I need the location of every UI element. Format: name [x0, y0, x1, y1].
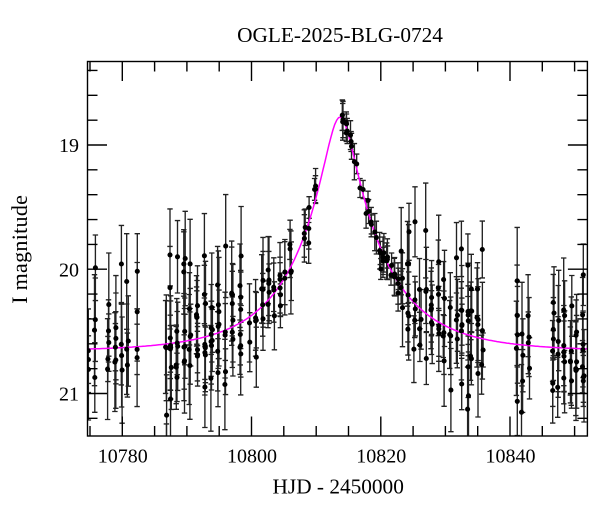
svg-text:10800: 10800: [227, 445, 277, 467]
svg-text:OGLE-2025-BLG-0724: OGLE-2025-BLG-0724: [237, 23, 443, 47]
svg-text:I magnitude: I magnitude: [7, 195, 32, 304]
svg-text:10780: 10780: [98, 445, 148, 467]
svg-text:HJD - 2450000: HJD - 2450000: [273, 474, 404, 498]
svg-text:20: 20: [59, 259, 79, 281]
svg-text:10840: 10840: [486, 445, 536, 467]
svg-text:19: 19: [59, 135, 79, 157]
svg-text:21: 21: [59, 384, 79, 406]
svg-text:10820: 10820: [356, 445, 406, 467]
